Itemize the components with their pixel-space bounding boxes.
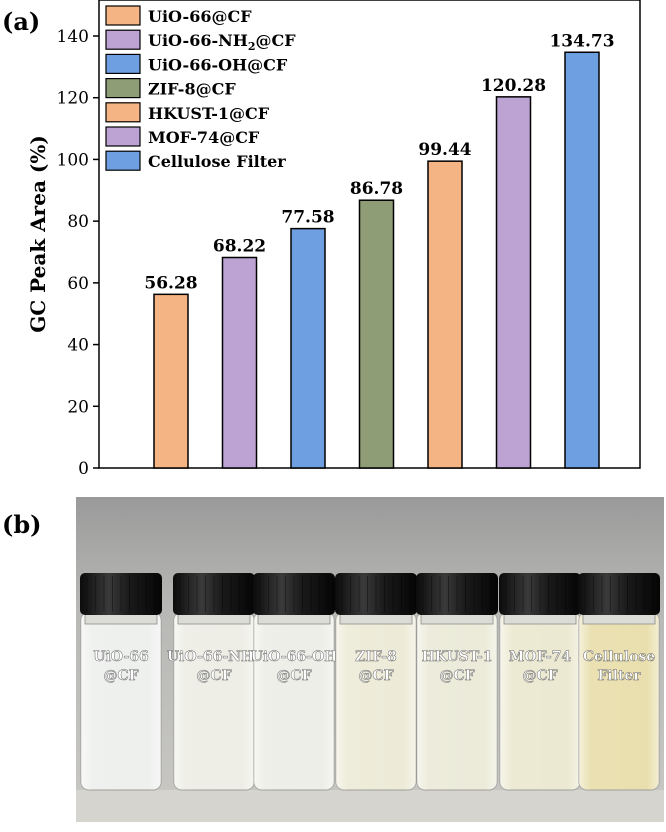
vial-glass — [336, 612, 416, 790]
vial-label-line1: UiO-66 — [93, 649, 149, 665]
vial: UiO-66-OH @CF — [250, 573, 338, 791]
vial-glass — [500, 612, 580, 790]
vial-label-line2: @CF — [276, 668, 311, 684]
bar — [427, 160, 463, 469]
y-tick-label: 60 — [67, 274, 89, 294]
legend-swatch — [105, 102, 141, 123]
vial-label-line1: Cellulose — [583, 649, 655, 665]
bar — [221, 256, 258, 469]
legend-item: ZIF-8@CF — [105, 77, 236, 99]
y-tick-label: 100 — [57, 150, 89, 170]
vial-glass — [417, 612, 497, 790]
legend-item: UiO-66@CF — [105, 5, 252, 26]
vial: Cellulose Filter — [578, 573, 660, 791]
vial-label-line2: @CF — [522, 668, 557, 684]
bar-chart: 0 20 40 60 80 100 120 140 56.28 68.22 77.58 86.78 9… — [26, 0, 641, 479]
vial-label-line2: @CF — [439, 668, 474, 684]
legend-swatch — [105, 5, 141, 26]
vial-glass — [579, 612, 659, 790]
legend-label: MOF-74@CF — [148, 128, 260, 147]
y-tick-label: 80 — [67, 212, 89, 232]
vial-label-line1: ZIF-8 — [355, 649, 397, 665]
table-surface — [76, 790, 664, 822]
legend: UiO-66@CF UiO-66-NH2@CF UiO-66-OH@CF ZIF-8@… — [105, 5, 296, 171]
bar-value-label: 120.28 — [481, 76, 546, 96]
bar — [495, 96, 532, 469]
vial-glass — [174, 612, 254, 790]
vial-label-line1: HKUST-1 — [422, 649, 493, 665]
value-labels: 56.28 68.22 77.58 86.78 99.44 120.28 134.73 — [144, 31, 614, 293]
vial-cap — [173, 573, 255, 615]
vial-photo: UiO-66@CFUiO-66-NH2@CFUiO-66-OH@CFZIF-8@… — [76, 497, 664, 822]
vial: ZIF-8 @CF — [335, 573, 417, 791]
y-axis-label: GC Peak Area (%) — [26, 135, 50, 333]
bar-value-label: 68.22 — [213, 236, 266, 256]
bar — [153, 293, 189, 469]
vial-label-line2: @CF — [103, 668, 138, 684]
vial-cap — [416, 573, 498, 615]
vial: MOF-74 @CF — [499, 573, 581, 791]
vial-cap — [80, 573, 162, 615]
legend-label: HKUST-1@CF — [148, 104, 270, 123]
y-tick-label: 120 — [57, 89, 89, 109]
y-tick-label: 140 — [57, 27, 89, 47]
vial-cap — [253, 573, 335, 615]
bar-value-label: 86.78 — [350, 179, 403, 199]
vial-cap — [335, 573, 417, 615]
legend-item: UiO-66-OH@CF — [105, 53, 288, 75]
legend-swatch — [105, 126, 141, 147]
legend-item: Cellulose Filter — [105, 150, 286, 171]
vial: HKUST-1 @CF — [416, 573, 498, 791]
legend-item: HKUST-1@CF — [105, 102, 270, 123]
bar-value-label: 99.44 — [418, 140, 471, 160]
vial-label-line2: @CF — [358, 668, 393, 684]
bar-value-label: 134.73 — [549, 31, 614, 51]
y-tick-label: 0 — [78, 459, 89, 479]
bar — [564, 51, 600, 469]
legend-item: UiO-66-NH2@CF — [105, 29, 296, 53]
vial-glass — [254, 612, 334, 790]
legend-item: MOF-74@CF — [105, 126, 260, 147]
legend-label: UiO-66@CF — [148, 7, 252, 26]
vial: UiO-66-NH2@CF — [167, 573, 261, 791]
panel-label-a: (a) — [2, 7, 40, 36]
legend-label: UiO-66-NH2@CF — [148, 31, 296, 53]
vial-cap — [578, 573, 660, 615]
bars — [153, 51, 600, 469]
legend-label: ZIF-8@CF — [148, 80, 236, 99]
vial-label-line2: @CF — [196, 668, 231, 684]
vial-label-line2: Filter — [597, 668, 641, 684]
vial-cap — [499, 573, 581, 615]
vial-glass — [81, 612, 161, 790]
legend-label: Cellulose Filter — [148, 152, 286, 171]
vial-label-line1: UiO-66-OH — [251, 649, 338, 665]
y-tick-label: 20 — [67, 397, 89, 417]
y-tick-label: 40 — [67, 336, 89, 356]
legend-swatch — [105, 53, 141, 75]
vial-label-line1: MOF-74 — [509, 649, 572, 665]
bar — [358, 199, 395, 469]
bar — [290, 227, 326, 469]
panel-label-b: (b) — [2, 510, 42, 539]
legend-swatch — [105, 150, 141, 171]
vial: UiO-66 @CF — [80, 573, 162, 791]
legend-swatch — [105, 77, 141, 99]
legend-label: UiO-66-OH@CF — [148, 55, 288, 74]
legend-swatch — [105, 29, 141, 50]
bar-value-label: 56.28 — [144, 273, 197, 293]
bar-value-label: 77.58 — [281, 208, 334, 228]
y-axis-ticks: 0 20 40 60 80 100 120 140 — [57, 27, 99, 479]
vial-label-line1: UiO-66-NH2 — [167, 649, 261, 667]
